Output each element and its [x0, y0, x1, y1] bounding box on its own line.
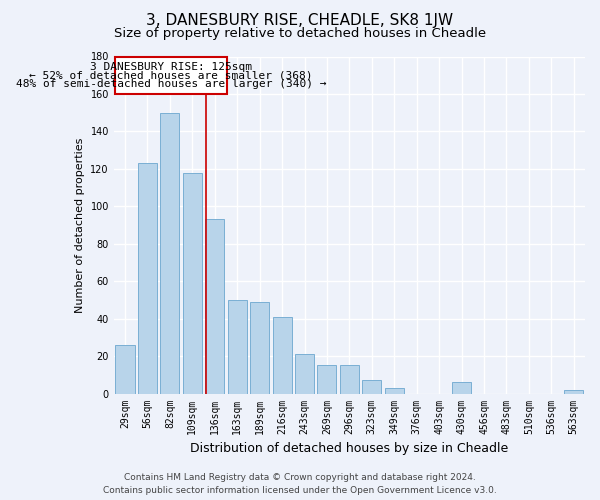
- Text: Contains HM Land Registry data © Crown copyright and database right 2024.
Contai: Contains HM Land Registry data © Crown c…: [103, 473, 497, 495]
- Bar: [340, 366, 359, 394]
- Bar: [295, 354, 314, 394]
- Bar: [385, 388, 404, 394]
- Bar: [205, 220, 224, 394]
- Text: ← 52% of detached houses are smaller (368): ← 52% of detached houses are smaller (36…: [29, 70, 313, 80]
- Bar: [227, 300, 247, 394]
- Bar: [452, 382, 471, 394]
- Text: 3, DANESBURY RISE, CHEADLE, SK8 1JW: 3, DANESBURY RISE, CHEADLE, SK8 1JW: [146, 12, 454, 28]
- Bar: [272, 317, 292, 394]
- X-axis label: Distribution of detached houses by size in Cheadle: Distribution of detached houses by size …: [190, 442, 509, 455]
- Bar: [317, 366, 337, 394]
- Bar: [183, 172, 202, 394]
- Bar: [362, 380, 382, 394]
- Bar: [160, 112, 179, 394]
- Bar: [138, 163, 157, 394]
- Text: 48% of semi-detached houses are larger (340) →: 48% of semi-detached houses are larger (…: [16, 78, 326, 88]
- Bar: [115, 345, 134, 394]
- FancyBboxPatch shape: [115, 56, 227, 94]
- Bar: [250, 302, 269, 394]
- Y-axis label: Number of detached properties: Number of detached properties: [75, 138, 85, 312]
- Text: Size of property relative to detached houses in Cheadle: Size of property relative to detached ho…: [114, 28, 486, 40]
- Bar: [564, 390, 583, 394]
- Text: 3 DANESBURY RISE: 125sqm: 3 DANESBURY RISE: 125sqm: [90, 62, 252, 72]
